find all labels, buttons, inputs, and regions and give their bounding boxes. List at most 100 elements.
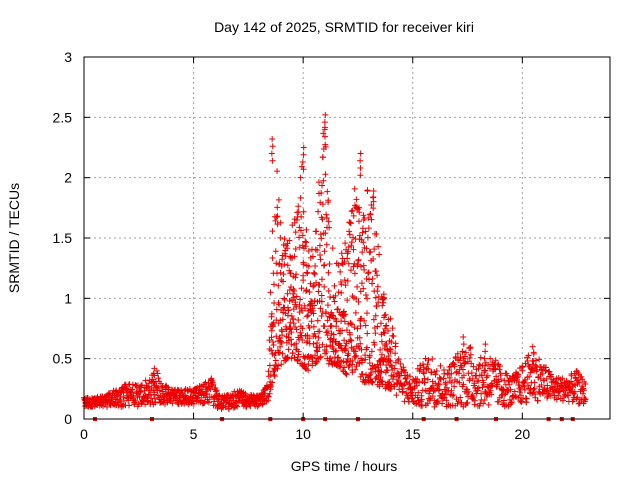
data-point — [354, 283, 361, 290]
x-tick-label: 5 — [190, 426, 198, 442]
data-point — [515, 382, 522, 389]
data-point — [475, 384, 482, 391]
data-point — [352, 366, 359, 373]
data-point — [304, 270, 311, 277]
data-point — [317, 353, 324, 360]
data-point — [553, 396, 560, 403]
data-point — [355, 256, 362, 263]
data-point — [296, 234, 303, 241]
data-point — [523, 395, 530, 402]
data-point — [371, 246, 378, 253]
data-point — [296, 301, 303, 308]
data-point — [323, 214, 330, 221]
data-point — [404, 394, 411, 401]
data-point — [437, 376, 444, 383]
data-point — [530, 358, 537, 365]
data-point — [390, 371, 397, 378]
data-point — [500, 397, 507, 404]
data-point — [368, 216, 375, 223]
data-point — [368, 348, 375, 355]
data-point — [345, 260, 352, 267]
data-point — [348, 242, 355, 249]
data-point — [300, 151, 307, 158]
data-point — [372, 312, 379, 319]
data-point — [363, 344, 370, 351]
data-point — [425, 365, 432, 372]
data-point — [406, 380, 413, 387]
x-tick-label: 0 — [80, 426, 88, 442]
data-point — [269, 379, 276, 386]
x-tick-label: 20 — [515, 426, 531, 442]
data-point — [204, 390, 211, 397]
data-point — [434, 383, 441, 390]
data-point — [302, 288, 309, 295]
data-point — [300, 208, 307, 215]
data-point — [290, 294, 297, 301]
data-point — [391, 383, 398, 390]
data-point — [369, 379, 376, 386]
data-point — [314, 340, 321, 347]
data-point — [367, 248, 374, 255]
data-point — [460, 355, 467, 362]
data-point — [378, 338, 385, 345]
data-point — [308, 318, 315, 325]
data-point — [338, 289, 345, 296]
data-point — [347, 220, 354, 227]
data-point — [481, 355, 488, 362]
data-point — [381, 355, 388, 362]
data-point — [327, 335, 334, 342]
data-point — [268, 347, 275, 354]
data-point — [271, 367, 278, 374]
data-point — [375, 243, 382, 250]
data-point — [391, 365, 398, 372]
data-point — [528, 366, 535, 373]
data-point — [292, 229, 299, 236]
data-point — [315, 179, 322, 186]
data-point — [129, 386, 136, 393]
data-point — [297, 174, 304, 181]
data-point — [295, 203, 302, 210]
data-point — [352, 309, 359, 316]
data-point — [275, 282, 282, 289]
data-point — [392, 350, 399, 357]
data-point — [374, 288, 381, 295]
data-point — [444, 371, 451, 378]
data-point — [151, 365, 158, 372]
data-point — [269, 157, 276, 164]
data-point — [498, 392, 505, 399]
data-point — [338, 250, 345, 257]
data-point — [314, 317, 321, 324]
data-point — [431, 368, 438, 375]
data-point — [147, 387, 154, 394]
data-point — [466, 377, 473, 384]
data-point — [319, 216, 326, 223]
data-point — [435, 387, 442, 394]
data-point — [478, 390, 485, 397]
data-point — [311, 302, 318, 309]
data-point — [294, 356, 301, 363]
data-point — [470, 363, 477, 370]
data-point — [331, 298, 338, 305]
data-point — [371, 341, 378, 348]
data-point — [418, 396, 425, 403]
data-point — [476, 361, 483, 368]
data-point — [325, 269, 332, 276]
data-point — [504, 388, 511, 395]
data-point — [508, 399, 515, 406]
data-point — [373, 303, 380, 310]
data-point — [290, 320, 297, 327]
data-point — [455, 370, 462, 377]
x-tick-label: 10 — [295, 426, 311, 442]
data-point — [402, 374, 409, 381]
data-point — [524, 382, 531, 389]
data-point — [335, 289, 342, 296]
data-point — [322, 171, 329, 178]
data-point — [362, 322, 369, 329]
data-point — [116, 396, 123, 403]
data-point — [311, 330, 318, 337]
data-point — [142, 401, 149, 408]
data-point — [347, 336, 354, 343]
data-point — [351, 324, 358, 331]
data-point — [368, 369, 375, 376]
